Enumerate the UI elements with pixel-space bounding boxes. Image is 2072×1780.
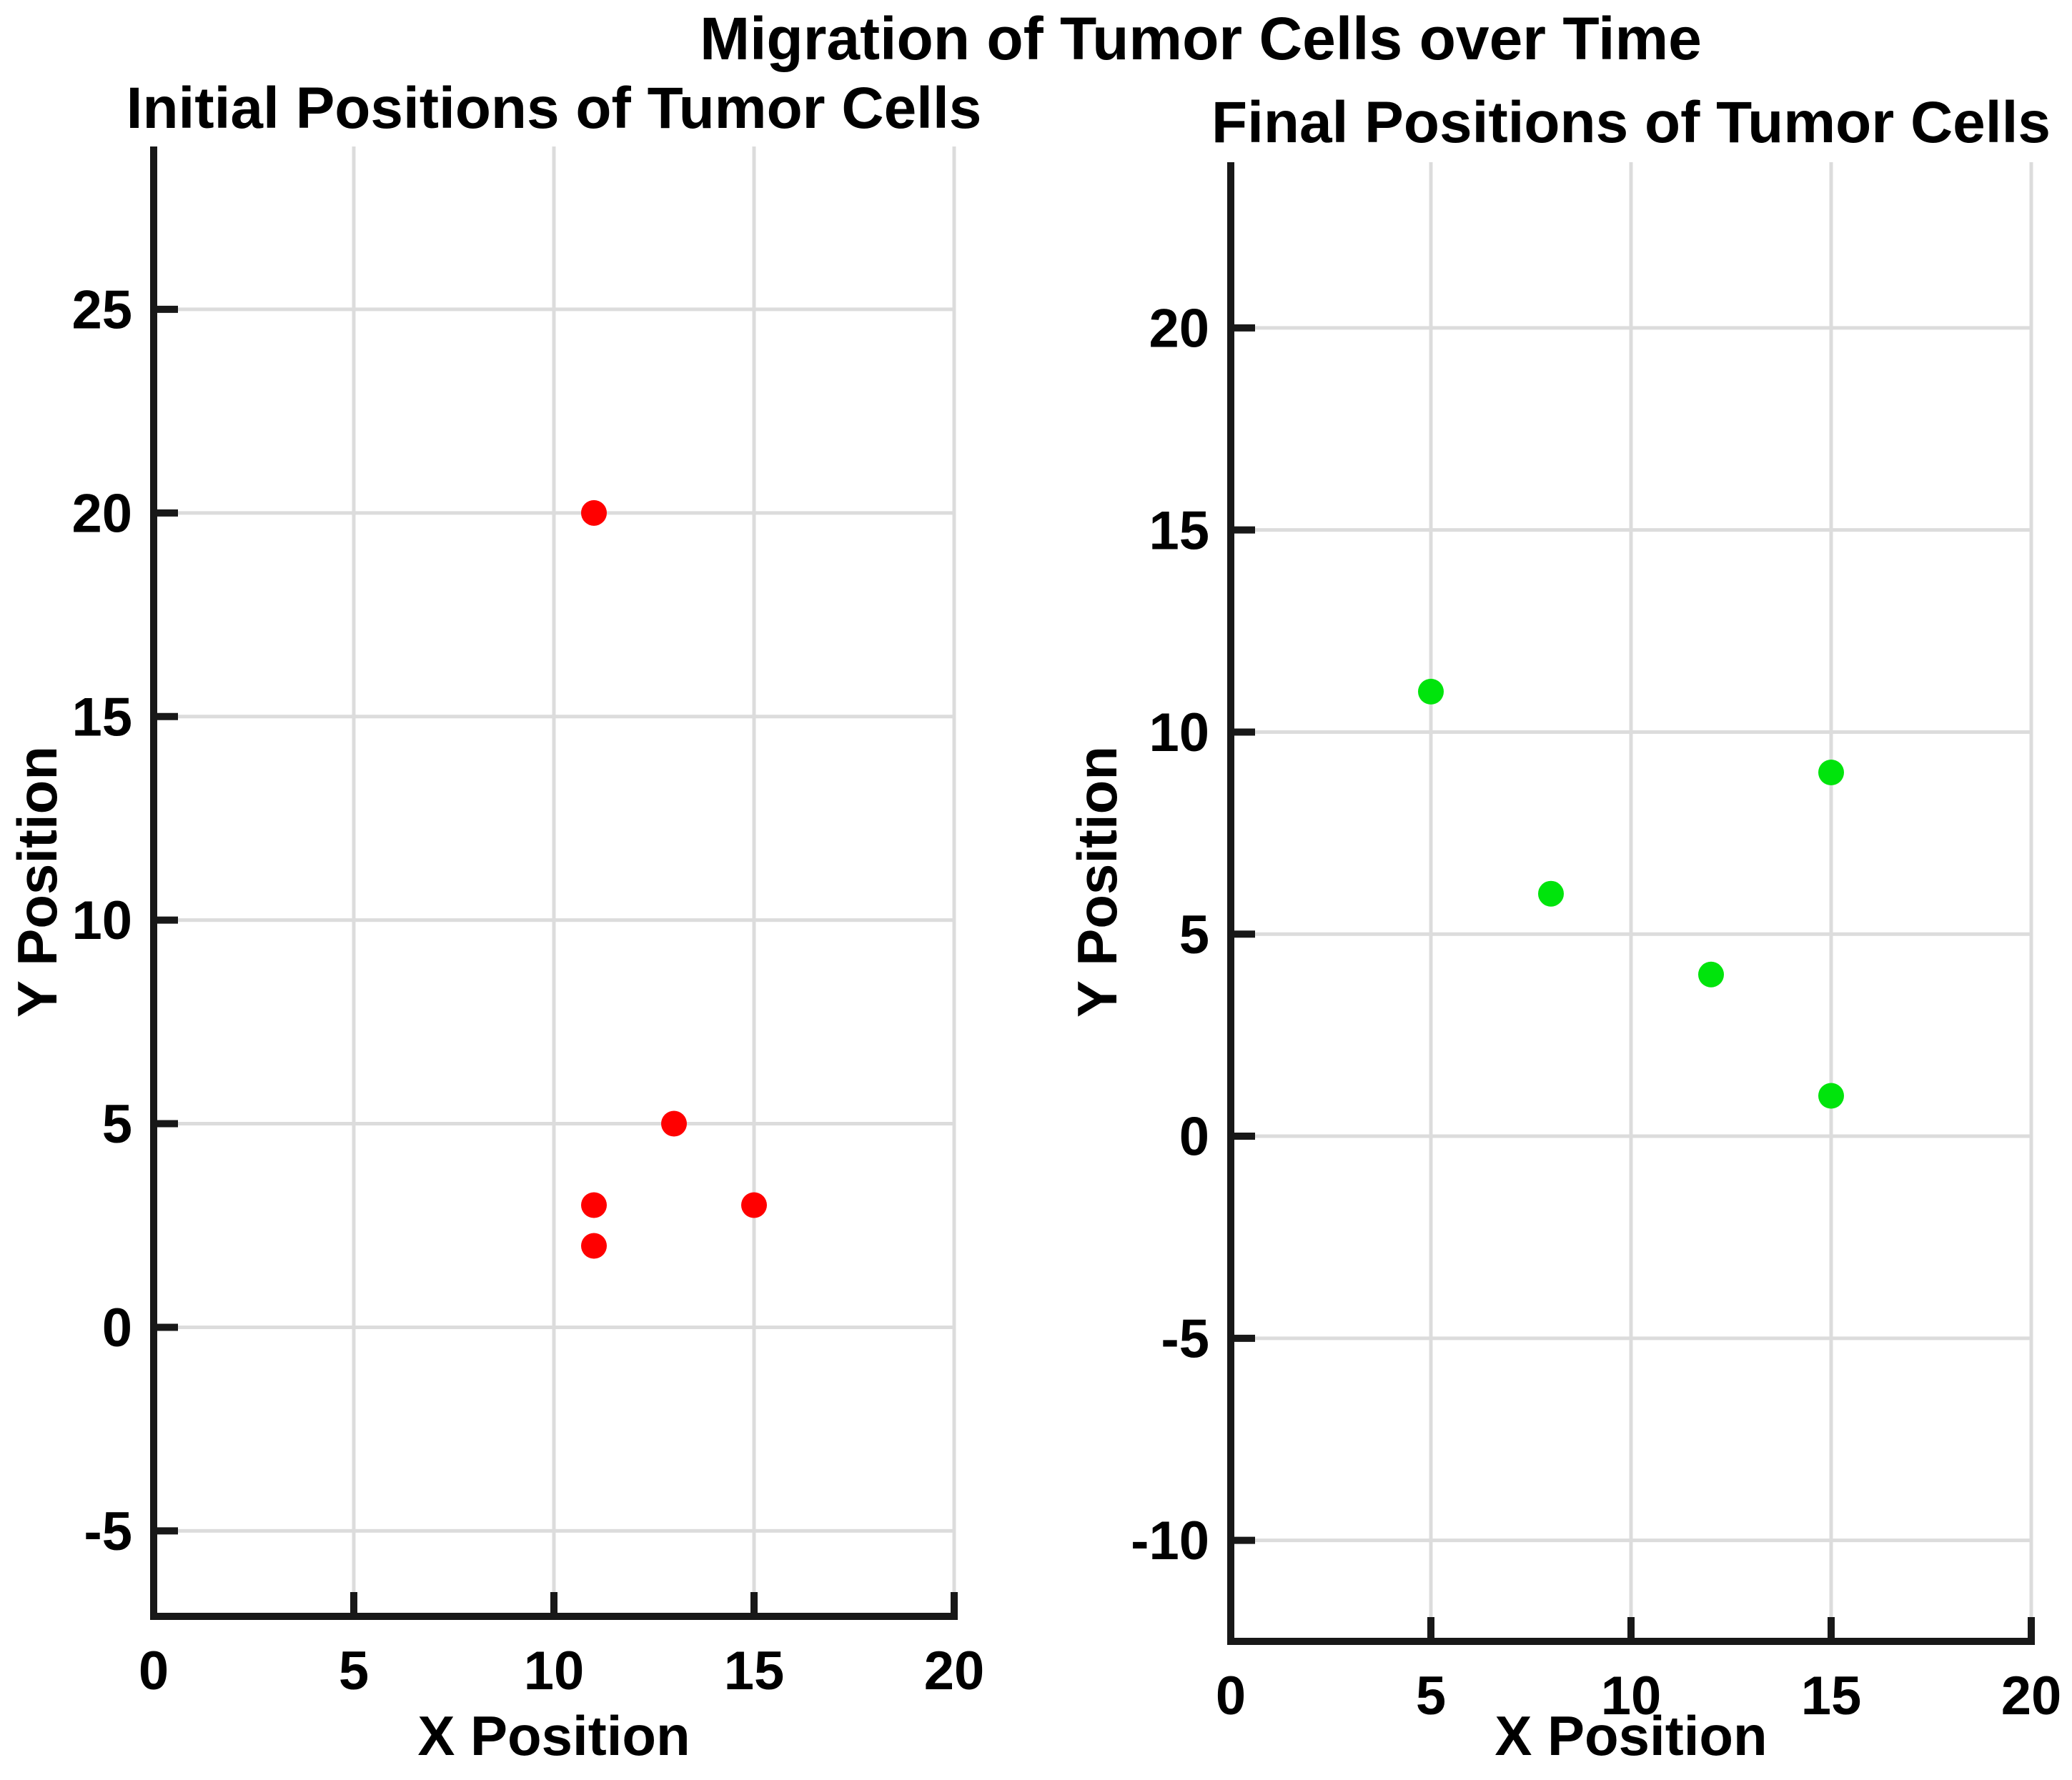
final-plot-data-point (1818, 760, 1844, 786)
final-plot-x-tick-label: 15 (1801, 1666, 1862, 1726)
initial-plot-y-tick-label: 15 (71, 687, 132, 747)
initial-plot-data-point (581, 499, 607, 526)
initial-plot-y-tick-label: 10 (71, 890, 132, 951)
initial-plot-x-tick-label: 15 (724, 1641, 785, 1701)
initial-plot-data-point (581, 1192, 607, 1218)
final-plot-y-tick-label: -10 (1131, 1511, 1209, 1571)
final-plot-x-tick-label: 10 (1601, 1666, 1662, 1726)
initial-plot-y-tick-label: 20 (71, 483, 132, 544)
initial-plot-x-tick-label: 20 (924, 1641, 985, 1701)
final-plot-y-tick-label: 20 (1149, 298, 1209, 359)
initial-plot-title: Initial Positions of Tumor Cells (126, 76, 982, 141)
initial-plot-x-tick-label: 10 (524, 1641, 585, 1701)
initial-plot-data-point (661, 1110, 687, 1137)
initial-plot-y-tick-label: 0 (102, 1298, 132, 1358)
initial-plot-x-tick-label: 0 (139, 1641, 169, 1701)
final-plot-y-tick-label: 5 (1179, 905, 1209, 965)
final-plot-y-axis-label: Y Position (1066, 746, 1129, 1018)
initial-plot-data-point (741, 1192, 767, 1218)
final-plot-x-tick-label: 5 (1416, 1666, 1446, 1726)
final-plot-y-tick-label: 0 (1179, 1107, 1209, 1168)
final-plot-y-tick-label: -5 (1161, 1308, 1209, 1369)
initial-plot-data-point (581, 1233, 607, 1259)
final-plot-x-tick-label: 20 (2001, 1666, 2062, 1726)
final-plot-data-point (1818, 1083, 1844, 1109)
initial-plot-y-tick-label: -5 (84, 1501, 132, 1562)
initial-plot-y-axis-label: Y Position (6, 746, 69, 1018)
final-plot-x-axis-label: X Position (1494, 1704, 1768, 1767)
initial-plot-y-tick-label: 25 (71, 280, 132, 341)
final-plot-title: Final Positions of Tumor Cells (1211, 90, 2051, 155)
final-plot-data-point (1418, 678, 1444, 705)
initial-plot-y-tick-label: 5 (102, 1094, 132, 1155)
final-plot-y-tick-label: 10 (1149, 702, 1209, 763)
initial-plot-x-tick-label: 5 (339, 1641, 369, 1701)
final-plot-x-tick-label: 0 (1216, 1666, 1246, 1726)
final-plot-y-tick-label: 15 (1149, 500, 1209, 561)
final-plot-data-point (1698, 961, 1724, 988)
figure-title: Migration of Tumor Cells over Time (700, 5, 1702, 72)
initial-plot-x-axis-label: X Position (417, 1704, 690, 1767)
final-plot-data-point (1538, 880, 1564, 907)
